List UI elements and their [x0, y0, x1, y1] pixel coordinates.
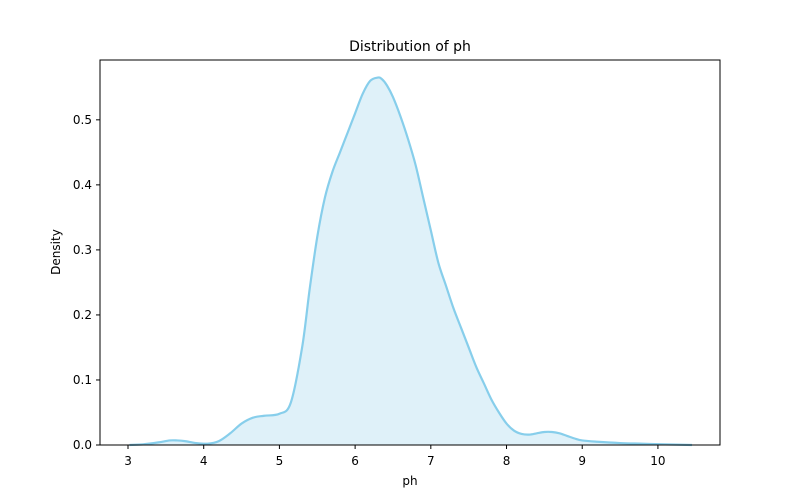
- y-tick-label: 0.5: [73, 113, 92, 127]
- chart-title: Distribution of ph: [349, 39, 471, 55]
- x-tick-label: 6: [351, 454, 359, 468]
- x-tick-label: 4: [200, 454, 208, 468]
- x-axis-label: ph: [402, 474, 417, 488]
- x-tick-label: 10: [650, 454, 665, 468]
- density-curve-line: [129, 76, 693, 447]
- y-tick-label: 0.3: [73, 243, 92, 257]
- y-tick-label: 0.4: [73, 178, 92, 192]
- y-axis-label: Density: [49, 229, 63, 275]
- plot-area: [129, 76, 693, 447]
- x-tick-label: 9: [578, 454, 586, 468]
- x-tick-label: 7: [427, 454, 435, 468]
- y-axis-ticks: 0.0 0.1 0.2 0.3 0.4 0.5: [73, 113, 100, 452]
- density-area-fill: [129, 77, 692, 446]
- y-tick-label: 0.1: [73, 373, 92, 387]
- x-tick-label: 3: [124, 454, 132, 468]
- y-tick-label: 0.0: [73, 438, 92, 452]
- x-tick-label: 5: [276, 454, 284, 468]
- x-axis-ticks: 3 4 5 6 7 8 9 10: [124, 445, 666, 468]
- y-tick-label: 0.2: [73, 308, 92, 322]
- x-tick-label: 8: [503, 454, 511, 468]
- plot-frame: [99, 59, 721, 446]
